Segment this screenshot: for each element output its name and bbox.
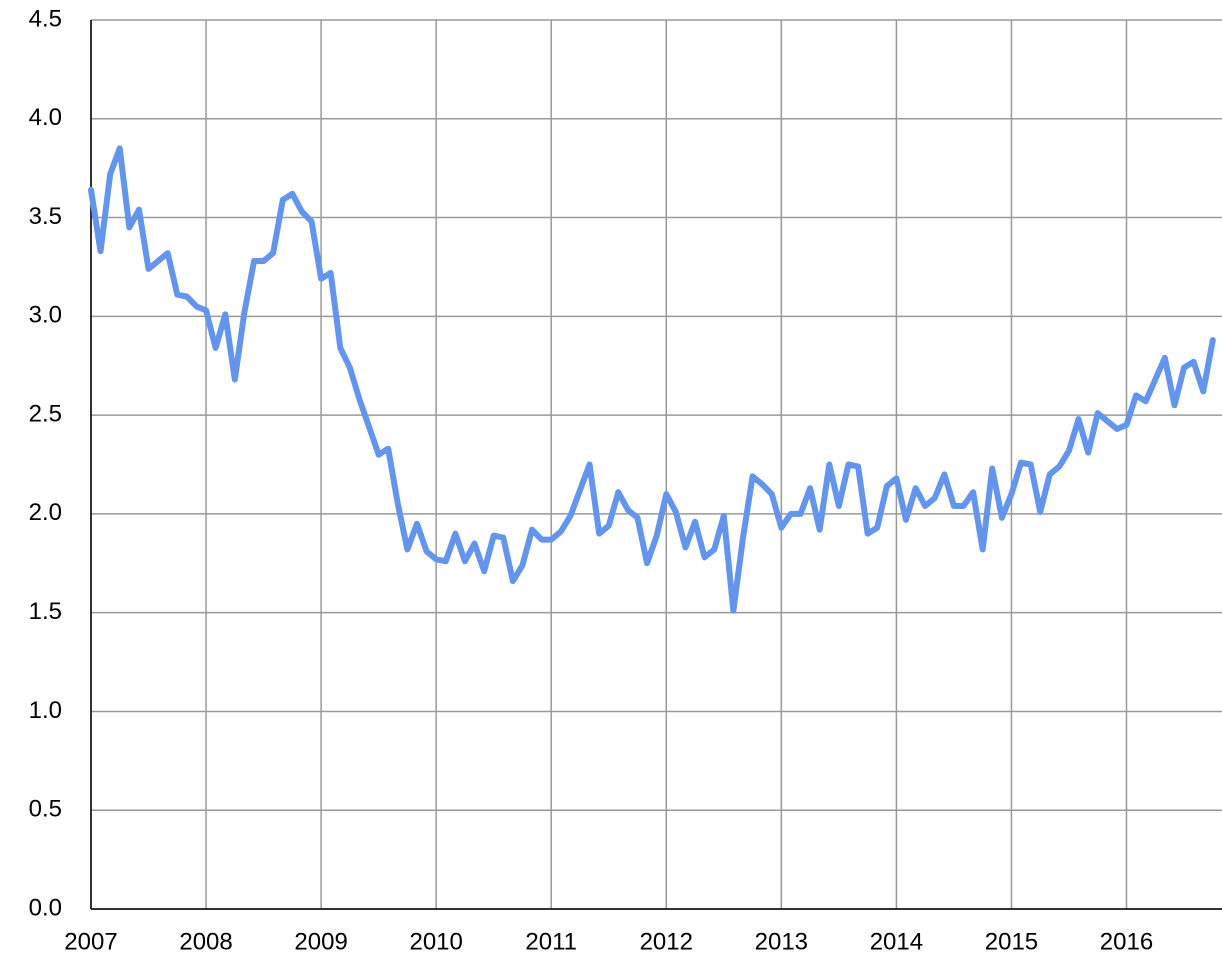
x-tick-label: 2008	[179, 928, 232, 955]
y-tick-label: 3.5	[29, 203, 62, 230]
y-tick-label: 4.0	[29, 104, 62, 131]
x-tick-label: 2016	[1100, 928, 1153, 955]
y-tick-label: 1.0	[29, 697, 62, 724]
x-tick-label: 2012	[640, 928, 693, 955]
x-tick-label: 2010	[409, 928, 462, 955]
y-tick-label: 1.5	[29, 598, 62, 625]
x-tick-label: 2009	[294, 928, 347, 955]
y-tick-label: 0.5	[29, 796, 62, 823]
x-tick-label: 2011	[525, 928, 577, 955]
x-tick-label: 2007	[64, 928, 117, 955]
x-tick-label: 2013	[755, 928, 808, 955]
y-tick-label: 2.0	[29, 499, 62, 526]
y-tick-label: 0.0	[29, 894, 62, 921]
y-tick-label: 4.5	[29, 5, 62, 32]
x-tick-label: 2015	[985, 928, 1038, 955]
y-tick-label: 2.5	[29, 400, 62, 427]
x-tick-label: 2014	[870, 928, 923, 955]
data-line	[88, 145, 1216, 614]
y-tick-label: 3.0	[29, 302, 62, 329]
